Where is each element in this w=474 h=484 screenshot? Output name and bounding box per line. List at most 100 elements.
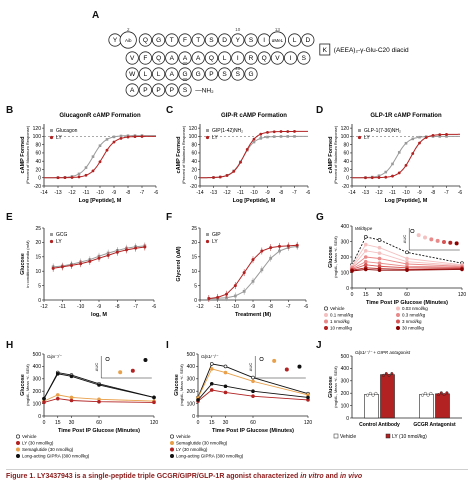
legend-label: 30 nmol/kg	[402, 326, 425, 331]
data-point	[363, 262, 368, 267]
data-point	[251, 379, 255, 384]
residue-circle	[244, 51, 258, 65]
legend-label: LY	[56, 135, 62, 141]
residue-r3-6: P	[204, 67, 218, 81]
data-point	[126, 135, 130, 139]
residue-label: Y	[236, 37, 241, 44]
inset-marker	[410, 229, 415, 234]
legend-label: 10 nmol/kg	[330, 326, 353, 331]
residue-r1-10: S	[244, 33, 258, 47]
data-point	[125, 248, 128, 252]
data-point	[209, 362, 214, 366]
residue-label: I	[263, 37, 265, 44]
caption-in-vitro: in vitro	[300, 473, 324, 480]
residue-label: R	[249, 55, 254, 62]
x-tick-label: -8	[126, 190, 131, 196]
data-point	[252, 140, 256, 144]
residue-circle	[191, 33, 205, 47]
y-tick-label: 25	[35, 226, 41, 232]
x-tick-label: -13	[54, 190, 61, 196]
residue-circle	[152, 67, 166, 81]
y-tick-label: 0	[38, 414, 41, 420]
residue-r1-6: T	[191, 33, 205, 47]
y-axis-label: Glucose	[20, 374, 26, 396]
data-point	[279, 130, 283, 133]
data-point	[98, 160, 102, 164]
residue-circle	[125, 83, 139, 97]
residue-r3-1: L	[138, 67, 152, 81]
data-point	[55, 396, 60, 401]
inset-genotype-label: Wildtype	[355, 226, 373, 231]
y-tick-label: 400	[341, 224, 350, 230]
chart-panel-b: GlucagonR cAMP Formation -20 0 20 40 60 80 100 1…	[20, 113, 158, 204]
x-tick-label: -9	[265, 190, 270, 196]
data-point	[69, 398, 74, 403]
x-tick-label: -6	[152, 304, 157, 310]
x-tick-label: -12	[68, 190, 75, 196]
residue-label: G	[196, 71, 201, 78]
residue-label: S	[236, 71, 241, 78]
position-number: 39	[182, 77, 188, 82]
legend-label: GCG	[56, 232, 68, 238]
legend-label: GIP(1-42)NH₂	[212, 128, 243, 134]
inset-y-label-group: AUC	[402, 235, 407, 244]
bar-point	[429, 391, 433, 395]
inset-marker	[118, 370, 123, 375]
residue-label: F	[183, 37, 187, 44]
data-point	[97, 383, 101, 387]
legend-marker	[396, 313, 401, 318]
legend-label: 0.03 nmol/kg	[402, 306, 428, 311]
data-point	[223, 370, 228, 375]
x-tick-label: -8	[115, 304, 120, 310]
inset-marker	[416, 233, 421, 238]
y-tick-label: 400	[341, 366, 350, 372]
x-tick-label: -10	[77, 304, 84, 310]
residue-r2-9: A	[178, 51, 192, 65]
panel-h-letter: H	[6, 340, 14, 351]
x-tick-label: -12	[223, 190, 230, 196]
data-point	[105, 148, 109, 152]
residue-r1-5: F	[178, 33, 192, 47]
y-tick-label: 25	[191, 226, 197, 232]
data-point	[134, 246, 138, 250]
lysine-label: K	[323, 47, 328, 54]
y-tick-label: 80	[35, 142, 41, 148]
y-tick-label: 0	[38, 176, 41, 182]
x-tick-label: 60	[96, 420, 102, 426]
x-tick-label: -6	[304, 304, 309, 310]
residue-r1-0: Y	[108, 33, 122, 47]
data-point	[242, 271, 246, 275]
data-point	[260, 268, 264, 272]
panel-j-letter: J	[316, 340, 322, 351]
y-tick-label: 0	[38, 298, 41, 304]
legend-label: 0.1 nmol/kg	[330, 313, 354, 318]
series-line-0	[44, 135, 156, 179]
y-tick-label: 0	[192, 414, 195, 420]
data-point	[397, 171, 401, 175]
bar	[419, 394, 434, 419]
y-tick-label: 0	[346, 286, 349, 292]
bar-point	[371, 393, 375, 397]
y-axis-label: Glycerol (uM)	[176, 246, 182, 281]
data-point	[112, 140, 116, 144]
y-tick-label: 100	[33, 401, 42, 407]
legend-marker	[170, 454, 175, 459]
x-tick-label: -11	[214, 304, 221, 310]
y-axis-label-2: (Percent of Maximum Response)	[25, 125, 30, 184]
y-tick-label: 0	[194, 298, 197, 304]
legend-marker	[358, 129, 361, 132]
chart-title: GLP-1R cAMP Formation	[370, 113, 442, 119]
bar-point	[442, 393, 446, 397]
data-point	[377, 176, 381, 179]
legend-label: Long-acting GIPRA (300 nmol/kg)	[22, 454, 90, 459]
x-tick-label: -11	[237, 190, 244, 196]
y-tick-label: 60	[343, 151, 349, 157]
x-tick-label: -10	[232, 304, 239, 310]
data-point	[152, 400, 156, 405]
y-axis-label: Glucose	[174, 374, 180, 396]
residue-label: D	[305, 37, 310, 44]
y-tick-label: 100	[341, 403, 350, 409]
data-point	[84, 166, 88, 169]
residue-r2-10: A	[165, 51, 179, 65]
series-line-1	[208, 244, 298, 300]
